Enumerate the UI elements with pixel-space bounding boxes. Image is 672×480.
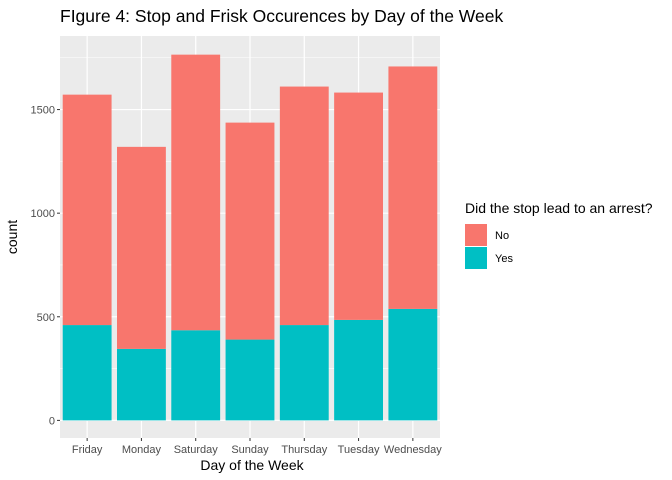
bar-tuesday-no <box>334 92 383 320</box>
bar-wednesday-no <box>388 66 438 309</box>
bar-saturday-yes <box>171 330 221 421</box>
x-tick-label: Monday <box>122 444 162 456</box>
bar-sunday-no <box>225 122 275 340</box>
bar-monday-no <box>117 146 166 349</box>
legend-key-no <box>465 224 487 246</box>
y-tick-label: 1000 <box>31 208 55 220</box>
legend-key-yes <box>465 247 487 269</box>
y-tick-label: 0 <box>49 415 55 427</box>
bar-friday-no <box>62 94 112 326</box>
x-tick-label: Friday <box>72 444 103 456</box>
y-tick-label: 1500 <box>31 105 55 117</box>
bar-tuesday-yes <box>334 319 383 421</box>
x-tick-label: Thursday <box>281 444 327 456</box>
y-axis: 0 500 1000 1500 <box>31 105 60 427</box>
bar-monday-yes <box>117 348 166 421</box>
legend-label-no: No <box>495 230 509 242</box>
bar-saturday-no <box>171 54 221 331</box>
chart-title: FIgure 4: Stop and Frisk Occurences by D… <box>60 6 503 26</box>
x-tick-label: Sunday <box>231 444 269 456</box>
legend-label-yes: Yes <box>495 253 513 265</box>
y-axis-title: count <box>4 220 20 254</box>
bar-thursday-yes <box>279 325 329 421</box>
bar-sunday-yes <box>225 339 275 421</box>
bars <box>62 54 438 421</box>
x-tick-label: Saturday <box>174 444 219 456</box>
bar-thursday-no <box>279 86 329 326</box>
x-tick-label: Tuesday <box>338 444 380 456</box>
x-axis: Friday Monday Saturday Sunday Thursday Tuesda… <box>72 438 442 456</box>
y-tick-label: 500 <box>37 312 55 324</box>
bar-friday-yes <box>62 325 112 421</box>
bar-wednesday-yes <box>388 308 438 421</box>
legend: Did the stop lead to an arrest? No Yes <box>465 200 653 269</box>
x-tick-label: Wednesday <box>384 444 442 456</box>
x-axis-title: Day of the Week <box>200 457 304 473</box>
legend-title: Did the stop lead to an arrest? <box>465 200 653 216</box>
